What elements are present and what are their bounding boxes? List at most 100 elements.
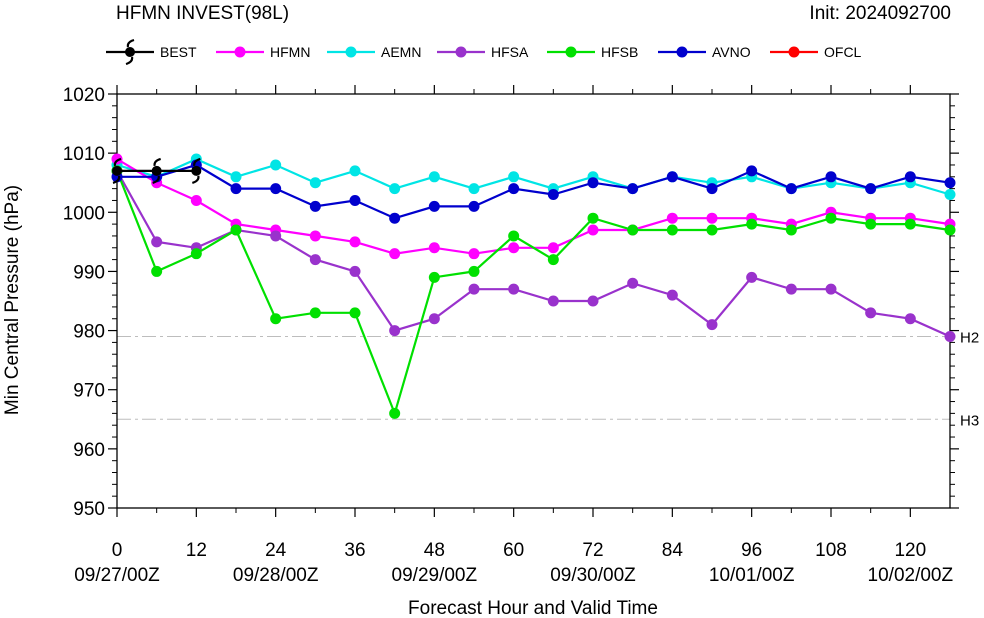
hurricane-symbol-icon	[151, 157, 162, 184]
x-tick-label: 72	[582, 540, 603, 561]
data-point	[587, 212, 599, 224]
legend-marker	[676, 46, 688, 58]
data-point	[746, 218, 758, 230]
hurricane-symbol-icon	[191, 157, 202, 184]
data-point	[825, 283, 837, 295]
legend-label: HFMN	[270, 44, 310, 60]
legend-label: OFCL	[824, 44, 862, 60]
x-tick-label: 48	[424, 540, 445, 561]
data-point	[349, 265, 361, 277]
data-point	[428, 200, 440, 212]
data-point	[587, 224, 599, 236]
data-point	[508, 283, 520, 295]
data-point	[230, 224, 242, 236]
legend-label: BEST	[160, 44, 197, 60]
data-point	[230, 171, 242, 183]
data-point	[389, 248, 401, 260]
data-point	[508, 242, 520, 254]
data-point	[904, 218, 916, 230]
data-point	[468, 248, 480, 260]
data-point	[309, 307, 321, 319]
reference-lines: H2 H3	[117, 329, 979, 429]
series-hfsa	[111, 165, 956, 342]
data-point	[309, 254, 321, 266]
series-line	[116, 157, 951, 196]
legend-marker	[234, 46, 246, 58]
legend-marker	[788, 46, 800, 58]
x-tick-label: 12	[186, 540, 207, 561]
data-point	[666, 171, 678, 183]
x-tick-label: 96	[741, 540, 762, 561]
data-point	[270, 159, 282, 171]
data-point	[309, 200, 321, 212]
data-point	[508, 183, 520, 195]
y-tick-label: 1020	[63, 85, 105, 106]
hurricane-arm-mark	[152, 175, 160, 184]
data-point	[746, 165, 758, 177]
data-point	[270, 313, 282, 325]
init-time: Init: 2024092700	[809, 3, 951, 24]
series-hfmn	[111, 153, 956, 260]
hurricane-arm-mark	[126, 38, 135, 48]
data-point	[944, 189, 956, 201]
data-point	[270, 183, 282, 195]
hurricane-arm-mark	[191, 175, 200, 184]
x-date-label: 09/29/00Z	[392, 565, 478, 586]
data-point	[627, 224, 639, 236]
hurricane-arm-mark	[193, 157, 201, 167]
x-axis-label: Forecast Hour and Valid Time	[408, 598, 658, 618]
data-point	[944, 177, 956, 189]
series-line	[115, 170, 951, 417]
x-date-label: 10/01/00Z	[709, 565, 795, 586]
hurricane-arm-mark	[113, 157, 122, 167]
data-point	[865, 218, 877, 230]
data-point	[428, 313, 440, 325]
data-point	[389, 212, 401, 224]
data-point	[428, 271, 440, 283]
data-point	[904, 313, 916, 325]
data-point	[627, 277, 639, 289]
data-point	[587, 177, 599, 189]
hurricane-arm-mark	[112, 175, 121, 184]
data-point	[190, 194, 202, 206]
x-tick-label: 0	[112, 540, 123, 561]
data-point	[230, 183, 242, 195]
reference-line-label: H2	[960, 329, 979, 346]
data-point	[151, 236, 163, 248]
series-line	[117, 163, 951, 220]
y-tick-label: 1000	[63, 203, 105, 224]
x-tick-label: 24	[265, 540, 287, 561]
data-point	[547, 295, 559, 307]
data-point	[349, 307, 361, 319]
data-point	[825, 171, 837, 183]
hurricane-eye-mark	[191, 165, 202, 176]
data-point	[706, 319, 718, 331]
series-best	[112, 157, 202, 184]
data-point	[666, 289, 678, 301]
data-point	[904, 171, 916, 183]
data-point	[389, 183, 401, 195]
data-point	[785, 224, 797, 236]
x-date-label: 09/30/00Z	[550, 565, 636, 586]
legend-label: HFSB	[601, 44, 638, 60]
data-point	[389, 407, 401, 419]
series-line	[116, 158, 951, 255]
data-point	[428, 242, 440, 254]
data-point	[865, 307, 877, 319]
y-tick-label: 980	[73, 322, 105, 343]
data-point	[825, 212, 837, 224]
data-point	[785, 183, 797, 195]
data-point	[309, 230, 321, 242]
data-point	[309, 177, 321, 189]
plot-frame	[116, 93, 951, 509]
y-tick-label: 950	[73, 499, 105, 520]
data-point	[111, 153, 123, 165]
data-point	[190, 248, 202, 260]
data-point	[865, 183, 877, 195]
legend-marker	[345, 46, 357, 58]
reference-line-label: H3	[960, 412, 979, 429]
hurricane-eye-mark	[125, 47, 135, 57]
x-date-label: 10/02/00Z	[868, 565, 954, 586]
